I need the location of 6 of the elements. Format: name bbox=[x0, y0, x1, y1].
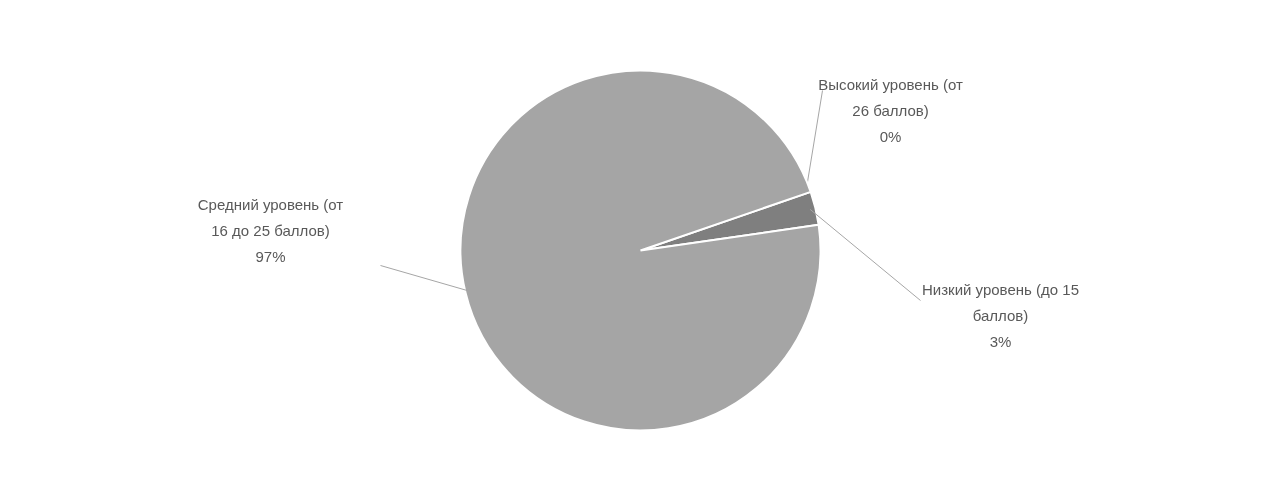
text: 0% bbox=[879, 128, 902, 145]
category-label: Высокий уровень (от 26 баллов) bbox=[818, 76, 963, 119]
data-label: 3% bbox=[989, 333, 1012, 350]
slice-label: Низкий уровень (до 15 баллов) bbox=[922, 281, 1079, 324]
slice-label: Средний уровень (от 16 до 25 баллов) bbox=[197, 196, 344, 239]
data-label: 97% bbox=[255, 248, 286, 265]
